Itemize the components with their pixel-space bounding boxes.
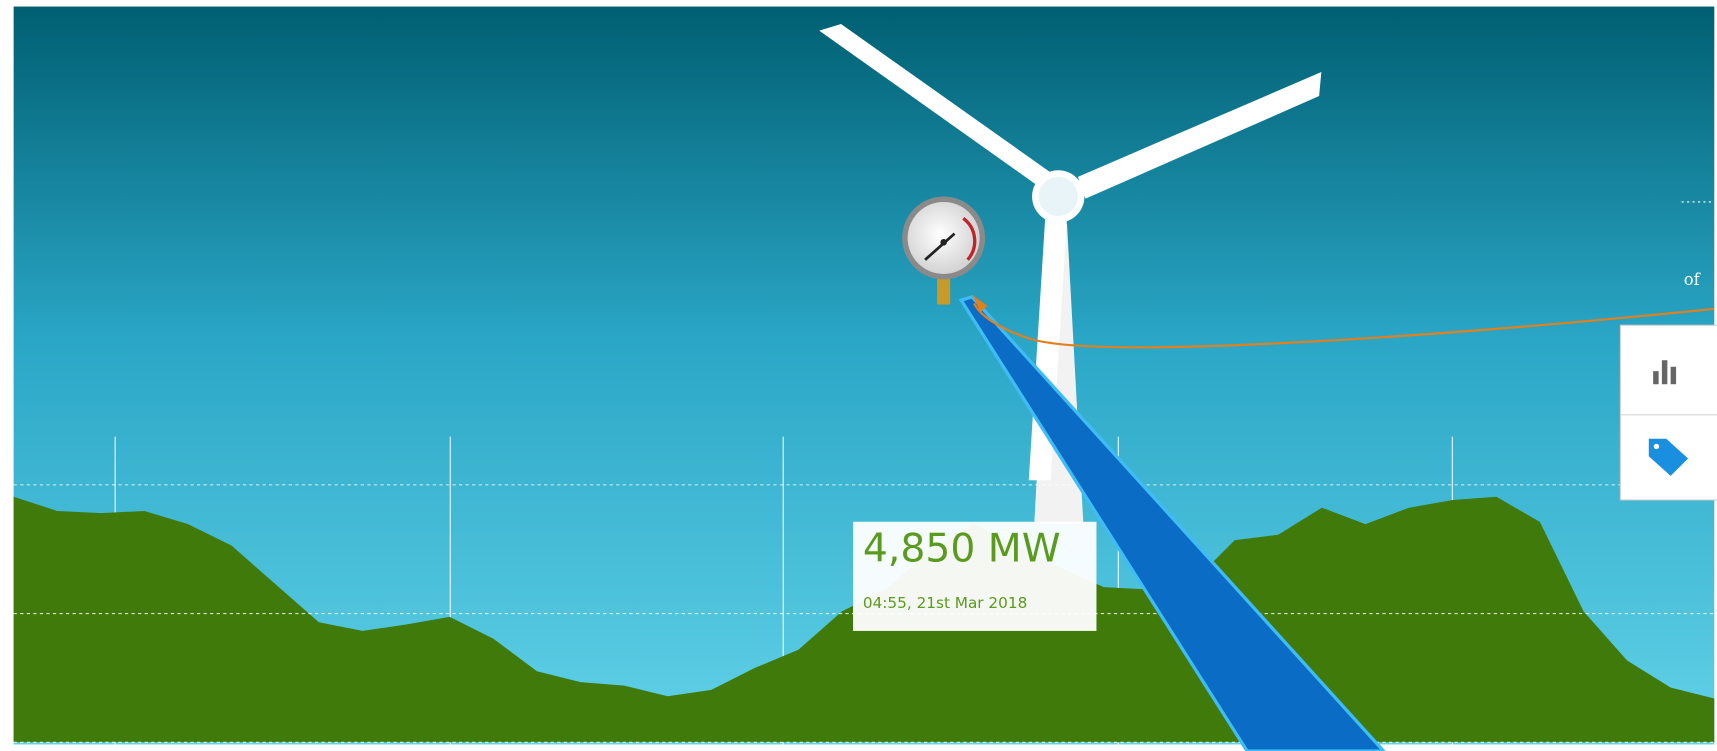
pressure-gauge (902, 196, 986, 305)
tooltip: 4,850 MW 04:55, 21st Mar 2018 (853, 521, 1097, 631)
side-text: of (1684, 270, 1702, 289)
pointer-arrow (958, 295, 1386, 751)
annotation-arrowhead (972, 294, 988, 313)
tooltip-time: 04:55, 21st Mar 2018 (863, 594, 1027, 612)
tag-button[interactable] (1648, 438, 1689, 476)
side-toolbar (1619, 324, 1717, 501)
chart-button[interactable] (1653, 360, 1677, 385)
tooltip-value: 4,850 MW (863, 527, 1061, 572)
annotation-curve (973, 302, 1715, 349)
